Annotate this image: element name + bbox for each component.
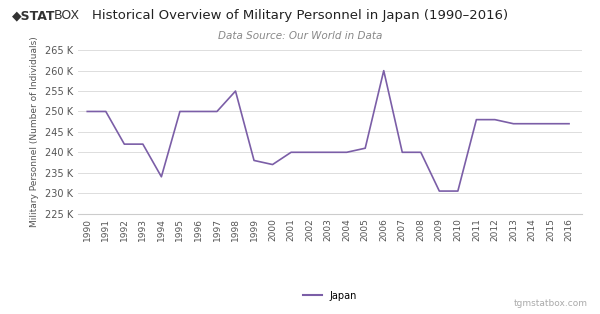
Y-axis label: Military Personnel (Number of Individuals): Military Personnel (Number of Individual… bbox=[31, 36, 40, 227]
Text: tgmstatbox.com: tgmstatbox.com bbox=[514, 299, 588, 308]
Text: ◆STAT: ◆STAT bbox=[12, 9, 56, 22]
Text: Historical Overview of Military Personnel in Japan (1990–2016): Historical Overview of Military Personne… bbox=[92, 9, 508, 22]
Legend: Japan: Japan bbox=[299, 287, 361, 305]
Text: BOX: BOX bbox=[54, 9, 80, 22]
Text: Data Source: Our World in Data: Data Source: Our World in Data bbox=[218, 31, 382, 41]
